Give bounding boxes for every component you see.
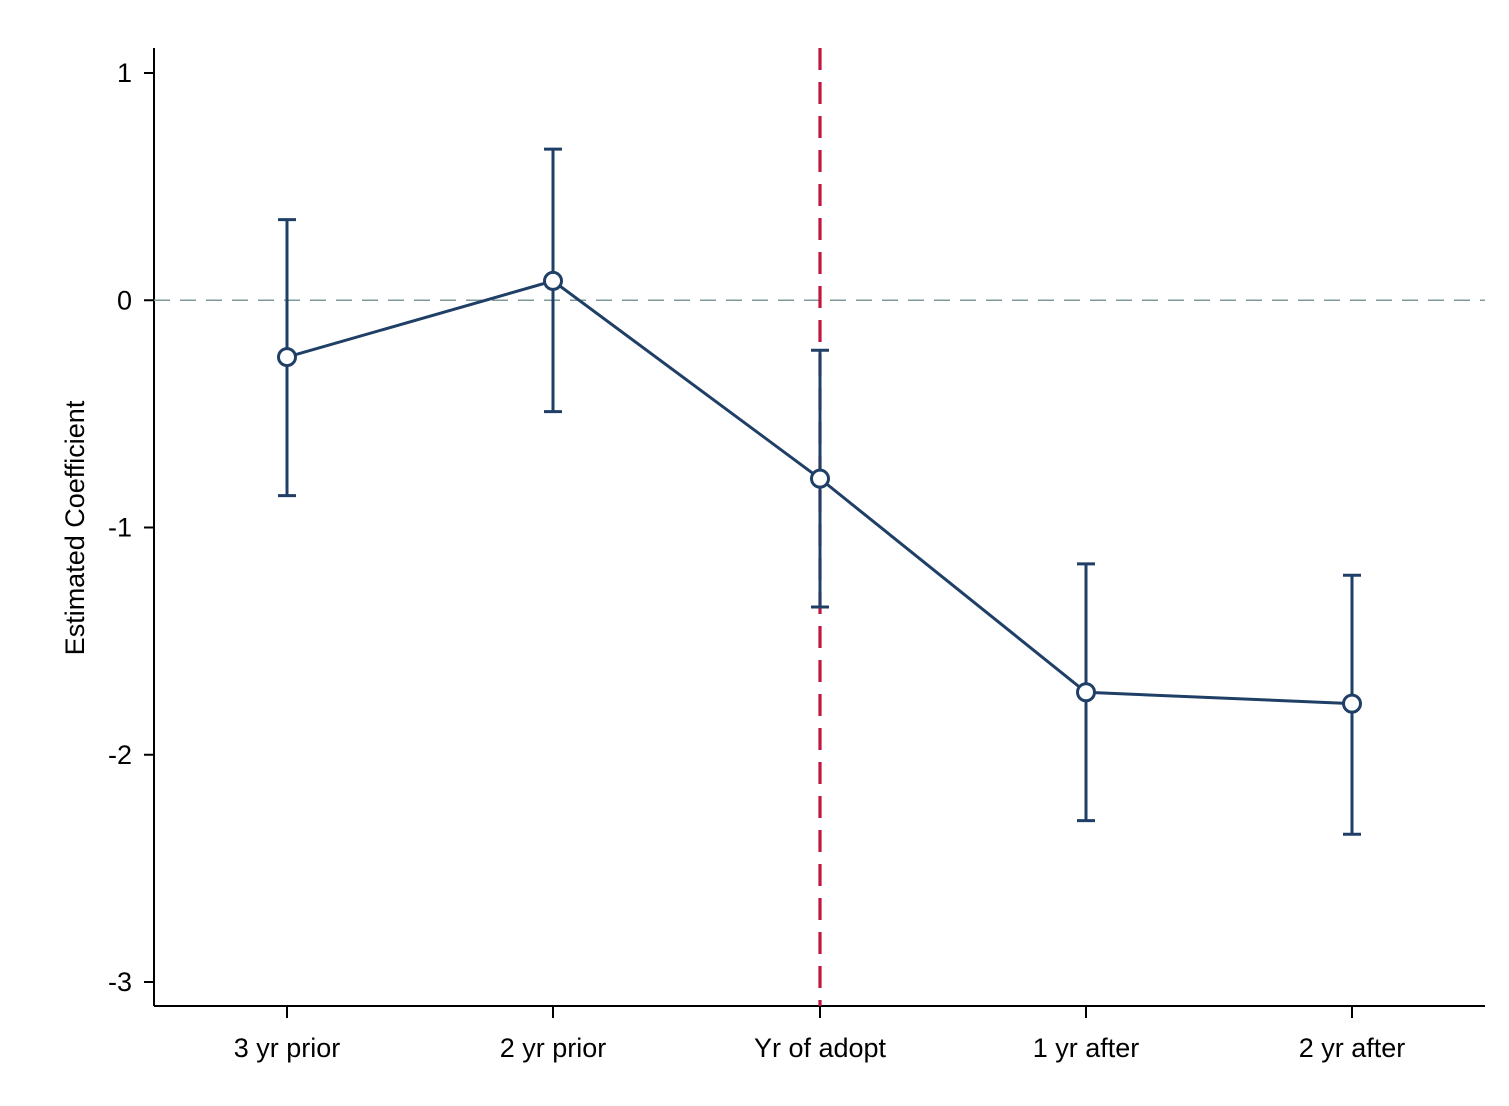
x-tick-label: 3 yr prior (234, 1033, 341, 1063)
x-tick-label: 2 yr after (1299, 1033, 1406, 1063)
y-tick-label: -1 (108, 513, 132, 543)
data-point (810, 468, 830, 489)
y-tick-label: -2 (108, 740, 132, 770)
y-tick-label: 0 (117, 285, 132, 315)
x-tick-label: 2 yr prior (500, 1033, 607, 1063)
y-tick-label: 1 (117, 58, 132, 88)
x-tick-label: 1 yr after (1033, 1033, 1140, 1063)
data-point (1076, 682, 1096, 703)
data-point (1342, 693, 1362, 714)
plot-area: 1 0 -1 -2 -3 3 yr prior 2 yr prior Yr of adopt 1… (108, 48, 1485, 1063)
data-point (543, 270, 563, 291)
y-tick-label: -3 (108, 967, 132, 997)
x-tick-label: Yr of adopt (754, 1033, 887, 1063)
y-axis-title: Estimated Coefficient (60, 400, 90, 655)
data-point (277, 347, 297, 368)
